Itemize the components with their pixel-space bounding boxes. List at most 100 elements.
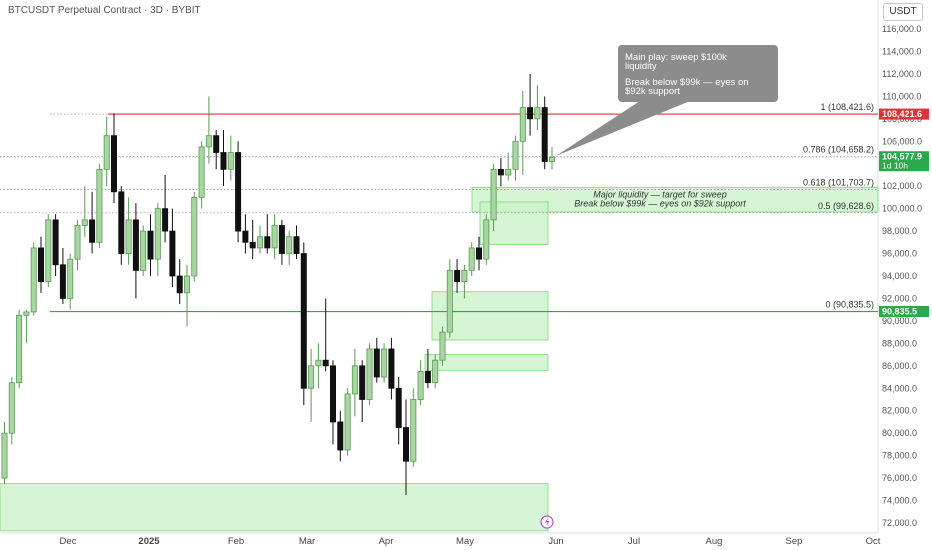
y-tick-label: 86,000.0 [882,361,917,371]
candle-body [52,219,59,266]
candle-body [424,371,431,384]
zone-demand-75k [0,483,549,532]
y-tick-label: 100,000.0 [882,204,922,214]
candle-body [8,382,15,434]
candle-body [293,236,300,254]
candle-body [1,432,8,479]
candle-body [30,247,37,313]
y-tick-label: 82,000.0 [882,406,917,416]
candle-body [38,247,45,283]
fib-label-3: 0.5 (99,628.6) [818,201,874,211]
lightning-icon [545,517,550,527]
candle-body [271,225,278,249]
zone-ob-86k [424,354,549,371]
y-tick-label: 76,000.0 [882,473,917,483]
x-tick-label: Sep [786,536,803,547]
candle-body [264,236,271,249]
price-tag-bg-1 [879,151,929,172]
candle-body [183,275,190,294]
currency-button[interactable]: USDT [883,3,923,21]
candle-body [388,348,395,389]
y-tick-label: 72,000.0 [882,518,917,528]
y-tick-label: 98,000.0 [882,226,917,236]
candle-body [512,140,519,170]
candle-body [410,399,417,462]
candle-body [59,264,66,299]
candle-body [249,241,256,249]
x-tick-label: May [456,536,474,547]
y-tick-label: 88,000.0 [882,338,917,348]
y-tick-label: 96,000.0 [882,249,917,259]
candle-body [118,191,125,254]
callout-box [618,45,778,102]
candle-body [497,168,504,176]
candle-body [154,208,161,260]
candle-body [235,152,242,232]
candle-body [45,219,52,283]
callout-text-3: Break below $99k — eyes on [625,77,749,88]
candle-body [308,365,315,389]
candle-body [490,168,497,221]
candle-body [81,219,88,226]
candle-body [147,230,154,260]
candle-body [475,247,482,260]
candle-body [198,146,205,198]
candle-body [366,348,373,400]
candle-body [483,219,490,260]
price-tag-sub-1: 1d 10h [882,161,908,171]
candle-body [140,230,147,271]
candle-body [67,258,74,299]
zone-label-break: Break below $99k — eyes on $92k support [574,198,746,208]
candle-body [402,427,409,462]
candle-body [373,348,380,378]
candle-body [205,135,212,148]
zone-label-liquidity: Major liquidity — target for sweep [593,189,727,199]
candle-body [322,359,329,367]
candle-body [286,236,293,254]
candle-body [534,107,541,120]
candle-body [23,311,30,316]
candle-body [519,107,526,142]
candle-body [381,348,388,378]
y-tick-label: 80,000.0 [882,428,917,438]
candle-body [213,135,220,153]
candle-body [132,219,139,271]
price-tag-label-2: 90,835.5 [882,307,917,317]
x-tick-label: 2025 [138,536,160,547]
x-tick-label: Dec [60,536,77,547]
x-tick-label: Oct [866,536,881,547]
candle-body [162,208,169,232]
candle-body [220,152,227,170]
price-tag-label-0: 108,421.6 [882,109,922,119]
y-tick-label: 78,000.0 [882,451,917,461]
x-tick-label: Apr [379,536,394,547]
y-tick-label: 102,000.0 [882,181,922,191]
candle-body [96,168,103,243]
x-tick-label: Jun [548,536,563,547]
candle-body [103,135,110,170]
y-tick-label: 110,000.0 [882,91,921,101]
candle-body [505,168,512,176]
zone-ob-99k [479,201,549,245]
candle-body [169,230,176,277]
y-tick-label: 114,000.0 [882,46,921,56]
y-tick-label: 92,000.0 [882,293,917,303]
candle-body [125,219,132,254]
fib-label-4: 0 (90,835.5) [825,300,874,310]
candle-body [541,107,548,162]
candle-body [395,387,402,428]
y-tick-label: 90,000.0 [882,316,917,326]
callout-text-1: Main play: sweep $100k [625,52,727,63]
x-tick-label: Feb [228,536,244,547]
callout-pointer [556,101,690,156]
candle-body [417,371,424,400]
y-tick-label: 116,000.0 [882,24,921,34]
candle-body [468,247,475,271]
candle-body [176,275,183,294]
candle-body [446,269,453,333]
candle-body [16,314,23,384]
chart-title: BTCUSDT Perpetual Contract · 3D · BYBIT [8,5,201,16]
candle-body [300,253,307,389]
fib-label-1: 0.786 (104,658.2) [803,144,874,154]
